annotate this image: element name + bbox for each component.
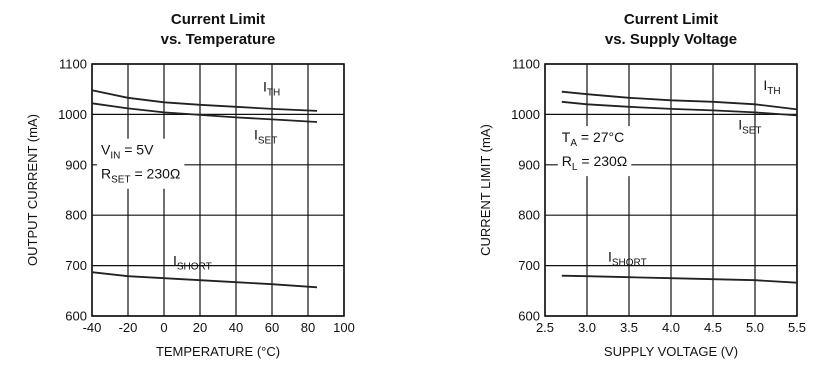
x-tick-label: 4.5 — [704, 320, 722, 335]
series-label-subscript: SHORT — [177, 262, 212, 273]
y-tick-label: 600 — [518, 309, 540, 324]
conditions-text: = 27°C — [577, 129, 624, 145]
series-line-set — [561, 100, 798, 117]
conditions-text: R — [101, 166, 111, 182]
y-tick-label: 800 — [65, 208, 87, 223]
y-tick-label: 800 — [518, 208, 540, 223]
conditions-text: = 230Ω — [131, 166, 181, 182]
x-tick-label: 60 — [265, 320, 279, 335]
x-tick-label: 3.5 — [620, 320, 638, 335]
conditions-background — [557, 126, 632, 177]
x-tick-label: 5.5 — [788, 320, 806, 335]
series-label-main: I — [608, 249, 612, 265]
series-line-th — [561, 90, 798, 111]
y-axis-label: CURRENT LIMIT (mA) — [478, 124, 493, 256]
y-tick-label: 900 — [65, 157, 87, 172]
y-tick-label: 700 — [65, 258, 87, 273]
series-label-main: I — [763, 77, 767, 93]
x-tick-label: 5.0 — [746, 320, 764, 335]
plot-frame — [91, 63, 345, 317]
conditions-text: = 230Ω — [577, 153, 627, 169]
conditions-line: RSET = 230Ω — [101, 166, 180, 186]
x-tick-label: 2.5 — [536, 320, 554, 335]
series-label-main: I — [263, 79, 267, 95]
series-line-th — [91, 89, 318, 112]
conditions-text: = 5V — [120, 142, 154, 158]
x-axis-label: TEMPERATURE (°C) — [156, 344, 280, 359]
conditions-subscript: L — [572, 162, 578, 173]
conditions-background — [97, 138, 185, 189]
conditions-annotation: VIN = 5V RSET = 230Ω — [97, 138, 185, 189]
x-tick-label: 3.0 — [578, 320, 596, 335]
conditions-line: TA = 27°C — [562, 129, 624, 149]
series-label: ISET — [254, 127, 277, 147]
conditions-subscript: A — [570, 138, 577, 149]
chart-title: Current Limit — [624, 11, 718, 28]
conditions-line: RL = 230Ω — [562, 153, 627, 173]
y-axis-label: OUTPUT CURRENT (mA) — [25, 114, 40, 266]
x-tick-label: 20 — [193, 320, 207, 335]
y-tick-label: 1000 — [511, 107, 540, 122]
y-tick-label: 900 — [518, 157, 540, 172]
chart-subtitle: vs. Supply Voltage — [605, 31, 737, 48]
y-tick-label: 600 — [65, 309, 87, 324]
conditions-annotation: TA = 27°C RL = 230Ω — [557, 126, 632, 177]
series-label: ISHORT — [173, 253, 212, 273]
x-tick-label: 0 — [160, 320, 167, 335]
chart-title: Current Limit — [171, 11, 265, 28]
chart-1: Current Limit vs. Temperature -40 -20 0 20 40 6… — [25, 11, 355, 359]
series-line-short — [561, 274, 798, 284]
series-label: ITH — [263, 79, 280, 99]
chart-subtitle: vs. Temperature — [161, 31, 276, 48]
conditions-text: T — [562, 129, 571, 145]
plot-frame — [544, 63, 798, 317]
series-label-subscript: TH — [267, 88, 280, 99]
series-label-subscript: SET — [742, 126, 761, 137]
x-tick-label: -20 — [119, 320, 138, 335]
series-label-main: I — [738, 117, 742, 133]
y-tick-label: 1100 — [59, 57, 87, 72]
y-tick-label: 700 — [518, 258, 540, 273]
x-axis-label: SUPPLY VOLTAGE (V) — [604, 344, 738, 359]
x-tick-label: -40 — [83, 320, 102, 335]
series-label-main: I — [173, 253, 177, 269]
series-label-subscript: TH — [767, 86, 780, 97]
chart-2: Current Limit vs. Supply Voltage 2.5 3.0 3.5… — [478, 11, 806, 359]
y-tick-label: 1000 — [58, 107, 87, 122]
conditions-subscript: SET — [111, 175, 130, 186]
series-label: ISET — [738, 117, 761, 137]
x-tick-label: 4.0 — [662, 320, 680, 335]
conditions-subscript: IN — [110, 151, 120, 162]
series-line-short — [91, 271, 318, 289]
series-label-main: I — [254, 127, 258, 143]
series-label: ISHORT — [608, 249, 647, 269]
y-tick-label: 1100 — [512, 57, 540, 72]
series-line-set — [91, 102, 318, 123]
series-label-subscript: SHORT — [612, 258, 647, 269]
conditions-text: V — [101, 142, 111, 158]
series-label-subscript: SET — [258, 136, 277, 147]
x-tick-label: 80 — [301, 320, 315, 335]
conditions-text: R — [562, 153, 572, 169]
x-tick-label: 40 — [229, 320, 243, 335]
x-tick-label: 100 — [333, 320, 355, 335]
conditions-line: VIN = 5V — [101, 142, 154, 162]
series-label: ITH — [763, 77, 780, 97]
